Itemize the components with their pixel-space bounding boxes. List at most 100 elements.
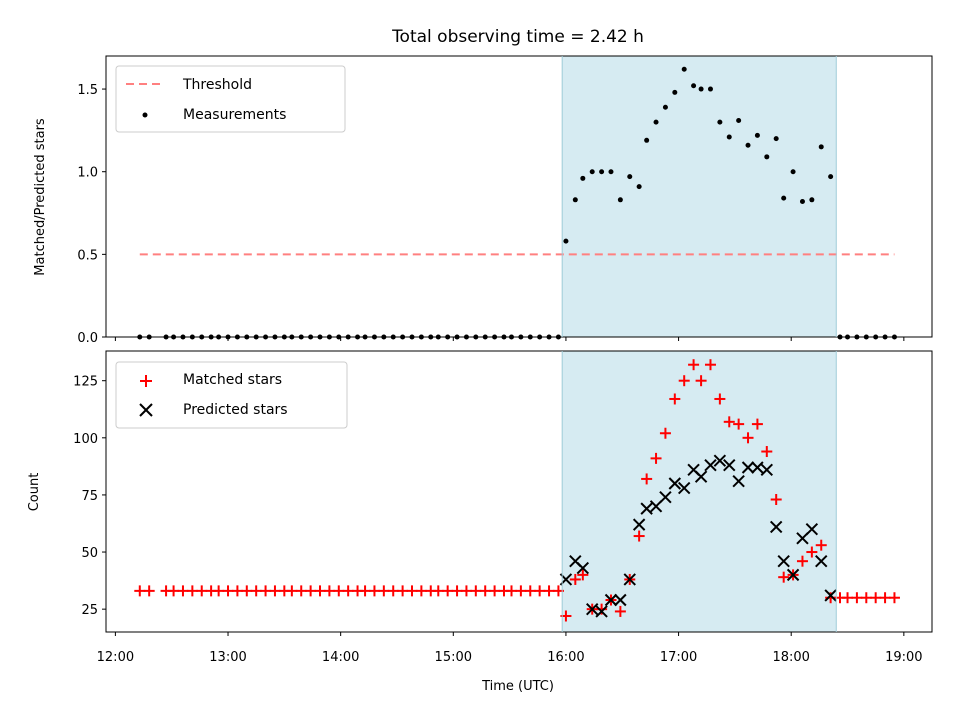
matched-star-point bbox=[851, 592, 863, 604]
top-axes-frame bbox=[105, 55, 933, 338]
matched-star-point bbox=[515, 585, 527, 597]
bottom-legend: Matched stars Predicted stars bbox=[115, 361, 348, 429]
bottom-marks bbox=[134, 359, 900, 622]
y-tick-label: 50 bbox=[81, 546, 98, 561]
matched-star-point bbox=[704, 359, 716, 371]
x-stroke bbox=[576, 561, 590, 575]
matched-star-point bbox=[733, 418, 745, 430]
measurement-point bbox=[580, 175, 586, 181]
x-stroke bbox=[569, 554, 582, 568]
top-y-axis-label: Matched/Predicted stars bbox=[33, 118, 48, 276]
predicted-star-point bbox=[604, 593, 618, 607]
matched-star-point bbox=[286, 585, 298, 597]
measurement-point bbox=[818, 144, 824, 150]
matched-star-point bbox=[305, 585, 317, 597]
matched-star-point bbox=[641, 473, 653, 485]
predicted-star-point bbox=[704, 459, 717, 472]
predicted-star-point bbox=[694, 470, 708, 483]
measurement-point bbox=[617, 197, 623, 203]
x-stroke bbox=[586, 602, 599, 616]
predicted-star-point bbox=[824, 589, 837, 602]
measurement-point bbox=[572, 197, 578, 203]
measurement-point bbox=[764, 154, 770, 160]
x-tick-label: 12:00 bbox=[97, 650, 134, 665]
measurement-point bbox=[691, 83, 697, 89]
predicted-star-point bbox=[796, 532, 809, 545]
predicted-star-point bbox=[586, 602, 599, 616]
matched-star-point bbox=[323, 585, 335, 597]
matched-star-point bbox=[489, 585, 501, 597]
measurement-point bbox=[773, 136, 779, 142]
matched-star-point bbox=[196, 585, 208, 597]
measurement-point bbox=[653, 119, 659, 125]
measurement-point bbox=[799, 198, 805, 204]
predicted-star-point bbox=[595, 605, 608, 618]
x-stroke bbox=[632, 518, 646, 531]
predicted-star-point bbox=[732, 475, 745, 488]
x-stroke bbox=[614, 593, 627, 607]
bottom-y-axis-label: Count bbox=[27, 473, 42, 512]
measurement-point bbox=[599, 169, 605, 175]
matched-star-point bbox=[796, 555, 808, 567]
predicted-star-point bbox=[777, 554, 790, 568]
y-tick-label: 1.0 bbox=[77, 166, 98, 181]
matched-star-point bbox=[241, 585, 253, 597]
matched-star-point bbox=[387, 585, 399, 597]
x-stroke bbox=[786, 568, 800, 582]
y-tick-label: 0.0 bbox=[77, 331, 98, 346]
legend-measurements-swatch bbox=[142, 112, 148, 118]
measurement-point bbox=[754, 132, 760, 138]
x-stroke bbox=[640, 502, 653, 515]
matched-star-point bbox=[359, 585, 371, 597]
matched-star-point bbox=[432, 585, 444, 597]
top-legend: Threshold Measurements bbox=[115, 65, 346, 133]
matched-star-point bbox=[177, 585, 189, 597]
x-tick-label: 13:00 bbox=[209, 650, 246, 665]
top-legend-box bbox=[115, 65, 346, 133]
measurement-point bbox=[662, 104, 668, 110]
top-highlight-span bbox=[562, 56, 837, 337]
x-stroke bbox=[704, 459, 717, 472]
matched-star-point bbox=[860, 592, 872, 604]
measurement-point bbox=[589, 169, 595, 175]
top-ticks: 0.0 0.5 1.0 1.5 bbox=[77, 83, 905, 346]
legend-matched-label: Matched stars bbox=[183, 372, 282, 388]
bottom-legend-box bbox=[115, 361, 348, 429]
matched-star-point bbox=[714, 393, 726, 405]
predicted-star-point bbox=[805, 522, 819, 536]
matched-star-point bbox=[222, 585, 234, 597]
y-tick-label: 100 bbox=[73, 432, 98, 447]
x-axis-label: Time (UTC) bbox=[481, 679, 554, 694]
matched-star-point bbox=[260, 585, 272, 597]
x-stroke bbox=[694, 470, 708, 483]
x-stroke bbox=[805, 522, 819, 536]
predicted-star-point bbox=[751, 461, 764, 474]
measurement-point bbox=[790, 169, 796, 175]
matched-star-point bbox=[614, 605, 626, 617]
matched-star-point bbox=[397, 585, 409, 597]
x-stroke bbox=[796, 532, 809, 545]
predicted-star-point bbox=[723, 459, 736, 472]
matched-star-point bbox=[470, 585, 482, 597]
matched-star-point bbox=[650, 452, 662, 464]
matched-star-point bbox=[659, 427, 671, 439]
legend-matched-swatch bbox=[140, 375, 152, 387]
x-tick-label: 18:00 bbox=[772, 650, 809, 665]
bottom-panel: 25 50 75 100 125 12:00 13:00 14:00 15:00 16:00 17:… bbox=[27, 350, 933, 694]
measurement-point bbox=[736, 117, 742, 123]
matched-star-point bbox=[534, 585, 546, 597]
x-stroke bbox=[741, 461, 755, 474]
x-stroke bbox=[604, 593, 618, 607]
predicted-star-point bbox=[760, 463, 774, 477]
matched-star-point bbox=[168, 585, 180, 597]
matched-star-point bbox=[406, 585, 418, 597]
matched-star-point bbox=[688, 359, 700, 371]
matched-star-point bbox=[333, 585, 345, 597]
x-stroke bbox=[677, 481, 691, 495]
matched-star-point bbox=[633, 530, 645, 542]
predicted-star-point bbox=[713, 454, 727, 467]
matched-star-point bbox=[186, 585, 198, 597]
x-stroke bbox=[760, 463, 774, 477]
legend-predicted-label: Predicted stars bbox=[183, 402, 288, 418]
matched-star-point bbox=[751, 418, 763, 430]
